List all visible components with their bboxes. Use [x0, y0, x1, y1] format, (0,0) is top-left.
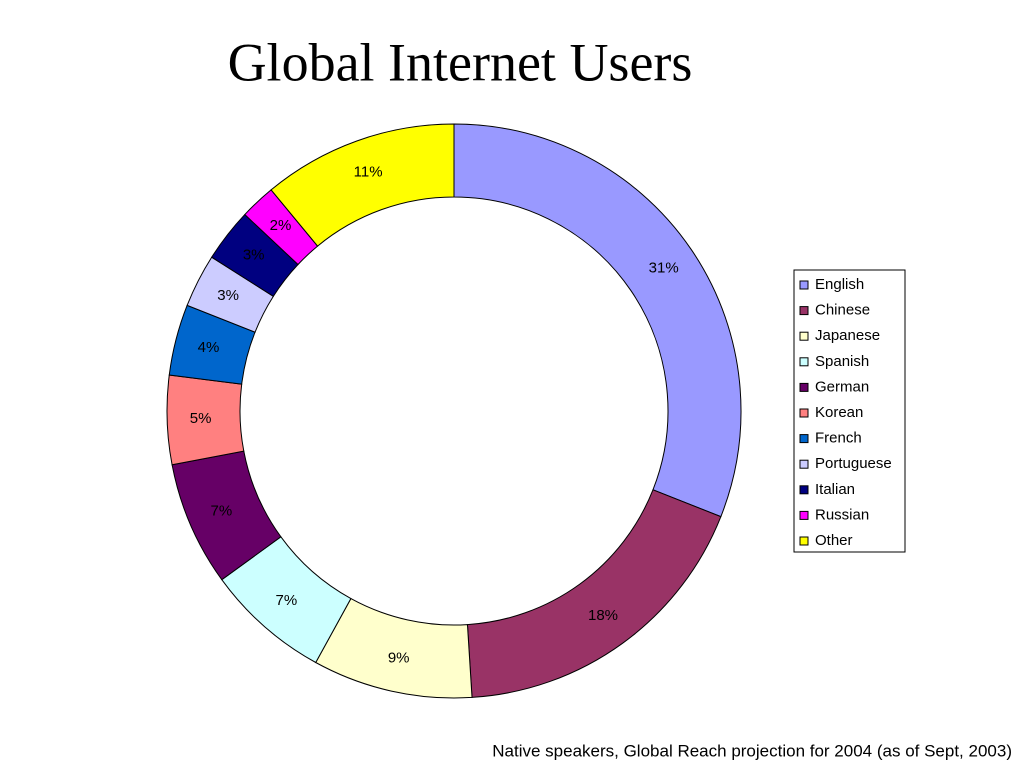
legend-label: Spanish	[815, 353, 869, 370]
slice	[466, 489, 722, 698]
legend-label: German	[815, 378, 869, 395]
data-label: 3%	[217, 287, 239, 304]
slice	[270, 123, 455, 247]
data-label: 31%	[649, 259, 679, 276]
data-label: 11%	[354, 163, 383, 180]
data-label: 18%	[588, 607, 618, 624]
legend-label: Italian	[815, 481, 855, 498]
legend-swatch	[799, 280, 809, 290]
legend-label: Korean	[815, 404, 863, 421]
legend-swatch	[799, 434, 809, 444]
data-label: 9%	[388, 649, 410, 666]
legend-label: Chinese	[815, 302, 870, 319]
data-label: 2%	[270, 217, 292, 234]
legend-swatch	[799, 382, 809, 392]
legend-swatch	[799, 485, 809, 495]
legend-box	[793, 269, 906, 553]
chart-title: Global Internet Users	[228, 32, 693, 92]
legend-swatch	[799, 536, 809, 546]
data-label: 3%	[243, 247, 265, 264]
legend-swatch	[799, 331, 809, 341]
data-label: 7%	[276, 592, 298, 609]
data-label: 4%	[198, 339, 220, 356]
subtitle: Native speakers, Global Reach projection…	[492, 741, 1012, 760]
slice	[453, 123, 742, 518]
data-label: 7%	[211, 503, 233, 520]
legend-label: Japanese	[815, 327, 880, 344]
legend-swatch	[799, 459, 809, 469]
legend-swatch	[799, 510, 809, 520]
legend-label: Portuguese	[815, 455, 892, 472]
legend-swatch	[799, 408, 809, 418]
legend-label: Russian	[815, 506, 869, 523]
legend-label: Other	[815, 532, 853, 549]
data-label: 5%	[190, 410, 212, 427]
legend-swatch	[799, 357, 809, 367]
legend-label: English	[815, 276, 864, 293]
legend-swatch	[799, 306, 809, 316]
legend-label: French	[815, 430, 862, 447]
